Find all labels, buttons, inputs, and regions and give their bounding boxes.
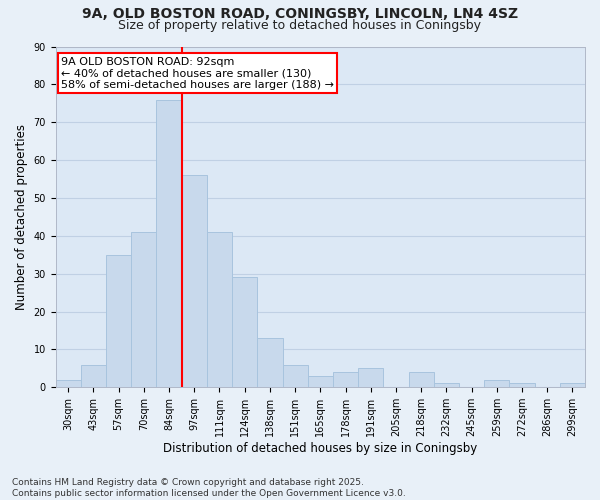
Bar — [56, 380, 81, 387]
Bar — [308, 376, 333, 387]
Bar — [509, 384, 535, 387]
Bar — [106, 254, 131, 387]
Bar — [157, 100, 182, 387]
Bar — [484, 380, 509, 387]
Bar — [257, 338, 283, 387]
Bar — [182, 175, 207, 387]
Text: Contains HM Land Registry data © Crown copyright and database right 2025.
Contai: Contains HM Land Registry data © Crown c… — [12, 478, 406, 498]
Y-axis label: Number of detached properties: Number of detached properties — [15, 124, 28, 310]
Bar — [131, 232, 157, 387]
Bar — [81, 364, 106, 387]
Bar — [434, 384, 459, 387]
Bar — [333, 372, 358, 387]
Bar — [358, 368, 383, 387]
Text: 9A OLD BOSTON ROAD: 92sqm
← 40% of detached houses are smaller (130)
58% of semi: 9A OLD BOSTON ROAD: 92sqm ← 40% of detac… — [61, 56, 334, 90]
X-axis label: Distribution of detached houses by size in Coningsby: Distribution of detached houses by size … — [163, 442, 478, 455]
Bar — [560, 384, 585, 387]
Bar — [283, 364, 308, 387]
Bar — [232, 278, 257, 387]
Bar — [409, 372, 434, 387]
Text: Size of property relative to detached houses in Coningsby: Size of property relative to detached ho… — [119, 18, 482, 32]
Text: 9A, OLD BOSTON ROAD, CONINGSBY, LINCOLN, LN4 4SZ: 9A, OLD BOSTON ROAD, CONINGSBY, LINCOLN,… — [82, 8, 518, 22]
Bar — [207, 232, 232, 387]
